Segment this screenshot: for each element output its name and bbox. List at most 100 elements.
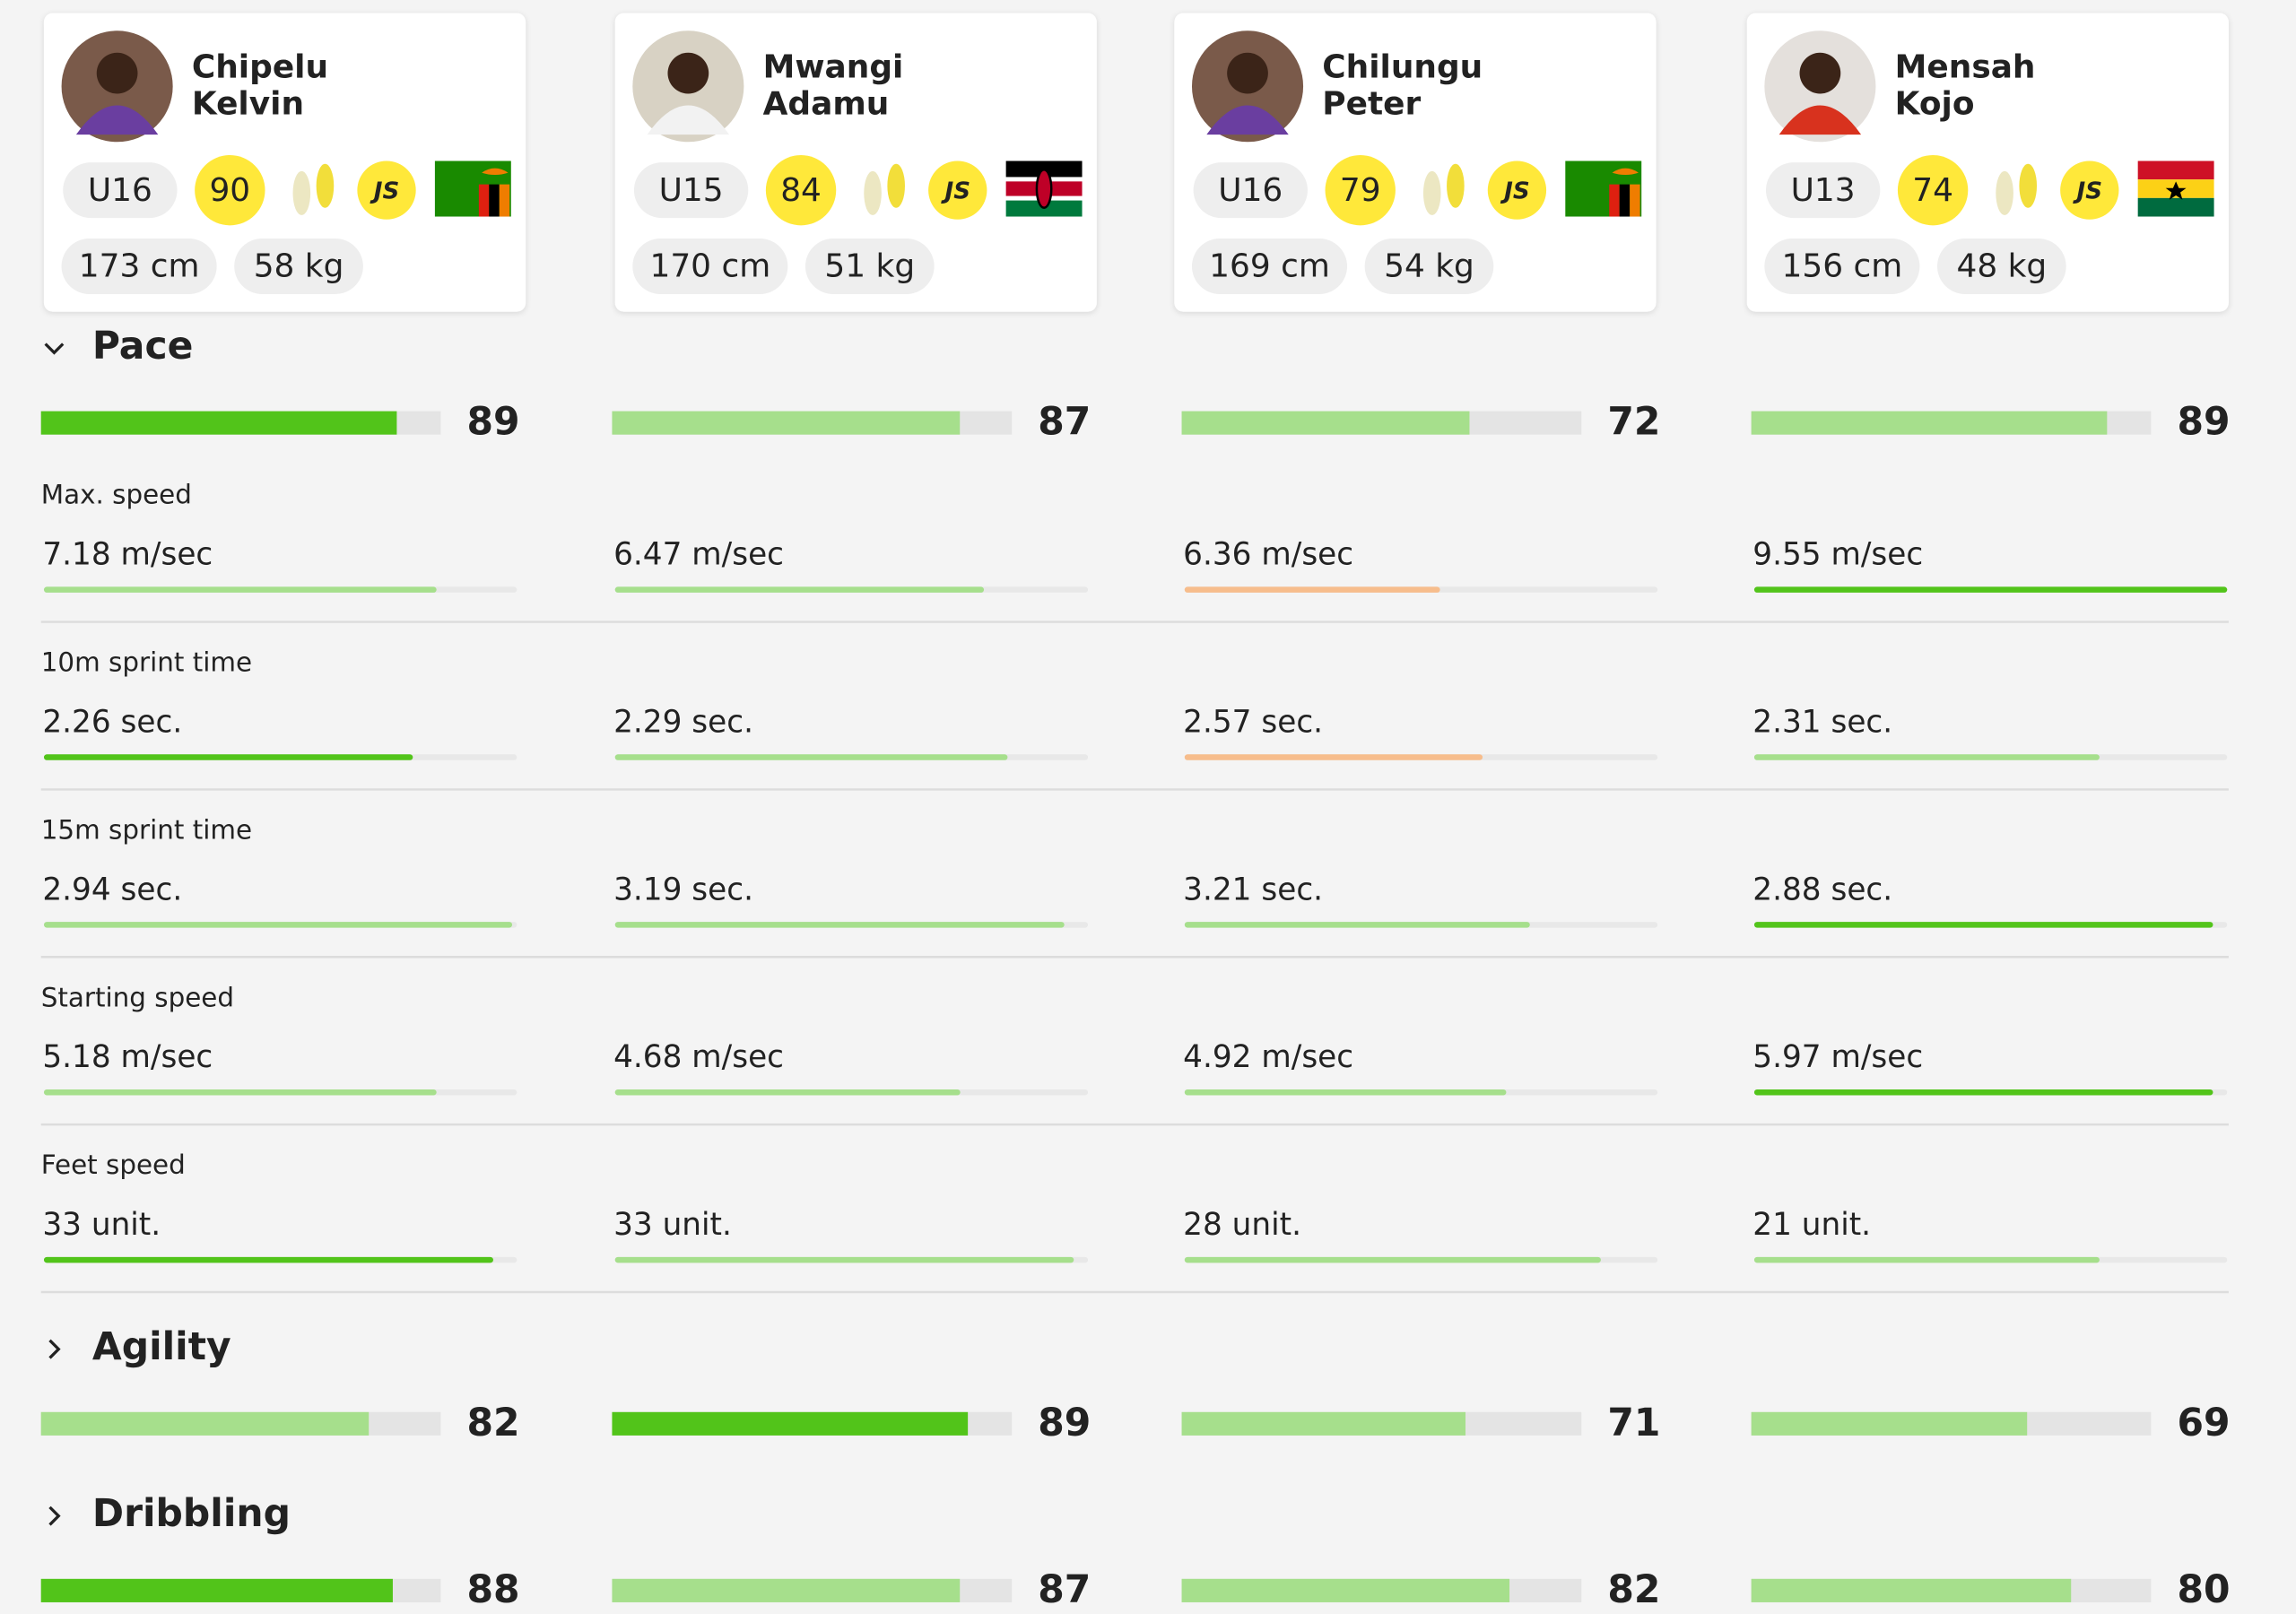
avatar-head xyxy=(1227,52,1268,94)
metric-value: 21 unit. xyxy=(1752,1207,1871,1243)
score-bar xyxy=(40,1578,393,1602)
metric-bar xyxy=(1753,922,2213,928)
pill xyxy=(1937,239,2066,295)
player-first-name: Mwangi xyxy=(763,49,904,86)
avatar-head xyxy=(667,52,709,94)
flag-stripe xyxy=(499,184,510,217)
rating-circle xyxy=(1897,154,1969,226)
section-title[interactable]: Dribbling xyxy=(92,1492,291,1536)
score-bar xyxy=(1751,1578,2072,1602)
metric-value: 2.94 sec. xyxy=(42,872,182,907)
section-title[interactable]: Pace xyxy=(92,325,194,369)
metric-value: 6.47 m/sec xyxy=(613,537,784,573)
height: 170 cm xyxy=(649,248,770,285)
score-value: 69 xyxy=(2177,1401,2230,1445)
metric-bar xyxy=(43,586,437,593)
age-group: U16 xyxy=(88,172,152,209)
score-bar xyxy=(612,411,961,435)
metric-bar xyxy=(1184,1256,1601,1263)
metric-bar xyxy=(614,754,1008,760)
metric-bar xyxy=(1753,1256,2100,1263)
pill xyxy=(632,239,788,295)
metric-value: 28 unit. xyxy=(1183,1207,1301,1243)
metric-bar xyxy=(614,922,1065,928)
rating: 90 xyxy=(209,172,250,209)
metric-value: 4.92 m/sec xyxy=(1183,1039,1353,1075)
chevron[interactable] xyxy=(44,343,65,355)
player-last-name: Kojo xyxy=(1895,86,1975,123)
rating: 74 xyxy=(1912,172,1953,209)
section-header[interactable]: Dribbling xyxy=(48,1492,291,1536)
flag-stripe xyxy=(1630,184,1640,217)
metric-label: 10m sprint time xyxy=(41,647,252,678)
metric-value: 3.21 sec. xyxy=(1183,872,1323,907)
badge-circle xyxy=(1487,161,1547,220)
chevron[interactable] xyxy=(48,1506,61,1526)
rating: 84 xyxy=(780,172,822,209)
height: 156 cm xyxy=(1782,248,1903,285)
player-first-name: Mensah xyxy=(1895,49,2036,86)
badge: JS xyxy=(940,178,970,204)
score-bar xyxy=(1751,411,2108,435)
section-title[interactable]: Agility xyxy=(92,1325,231,1369)
pill xyxy=(633,162,749,219)
badge: JS xyxy=(1500,178,1530,204)
score-value: 87 xyxy=(1038,401,1091,445)
player-last-name: Peter xyxy=(1322,86,1421,123)
metric-value: 2.57 sec. xyxy=(1183,704,1323,740)
metric-value: 5.97 m/sec xyxy=(1752,1039,1923,1075)
flag-stripe xyxy=(478,184,490,217)
chevron[interactable] xyxy=(48,1339,61,1359)
metric-bar xyxy=(1753,586,2228,593)
foot-icon xyxy=(316,163,335,208)
score-bar xyxy=(1181,1578,1510,1602)
weight: 58 kg xyxy=(254,248,344,285)
metric-bar xyxy=(43,922,513,928)
avatar-head xyxy=(96,52,138,94)
metric-bar xyxy=(43,754,413,760)
height: 173 cm xyxy=(79,248,200,285)
metric-value: 6.36 m/sec xyxy=(1183,537,1353,573)
rating: 79 xyxy=(1340,172,1381,209)
metric-bar xyxy=(1184,922,1530,928)
flag-stripe xyxy=(1609,184,1620,217)
metric-label: Starting speed xyxy=(41,982,234,1012)
metric-bar xyxy=(43,1256,493,1263)
section-header[interactable]: Agility xyxy=(48,1325,231,1369)
avatar-body xyxy=(1779,105,1862,135)
weight: 48 kg xyxy=(1956,248,2047,285)
flag-star xyxy=(2165,181,2187,200)
pill xyxy=(1764,239,1920,295)
foot-icon xyxy=(1996,170,2013,215)
metric-label: Max. speed xyxy=(41,480,192,510)
foot-icon xyxy=(1447,163,1465,208)
pill xyxy=(1193,162,1308,219)
rating-circle xyxy=(1325,154,1396,226)
flag-stripe xyxy=(2137,197,2214,217)
badge: JS xyxy=(2073,178,2103,204)
flag-shield xyxy=(1035,169,1053,209)
badge: JS xyxy=(370,178,400,204)
score-value: 89 xyxy=(467,401,520,445)
age-group: U16 xyxy=(1218,172,1283,209)
flag-eagle xyxy=(1612,168,1639,176)
player-last-name: Kelvin xyxy=(192,86,304,123)
metric-value: 2.29 sec. xyxy=(613,704,753,740)
metric-value: 5.18 m/sec xyxy=(42,1039,213,1075)
age-group: U13 xyxy=(1791,172,1856,209)
metric-bar xyxy=(1184,1089,1507,1096)
flag-stripe xyxy=(489,184,500,217)
pill xyxy=(63,162,178,219)
weight: 51 kg xyxy=(824,248,915,285)
metric-bar xyxy=(614,1256,1074,1263)
foot-icon xyxy=(292,170,311,215)
metric-value: 2.31 sec. xyxy=(1752,704,1892,740)
section-header[interactable]: Pace xyxy=(44,325,194,369)
score-bar xyxy=(1181,1411,1466,1436)
metric-value: 9.55 m/sec xyxy=(1752,537,1923,573)
pill xyxy=(1364,239,1494,295)
